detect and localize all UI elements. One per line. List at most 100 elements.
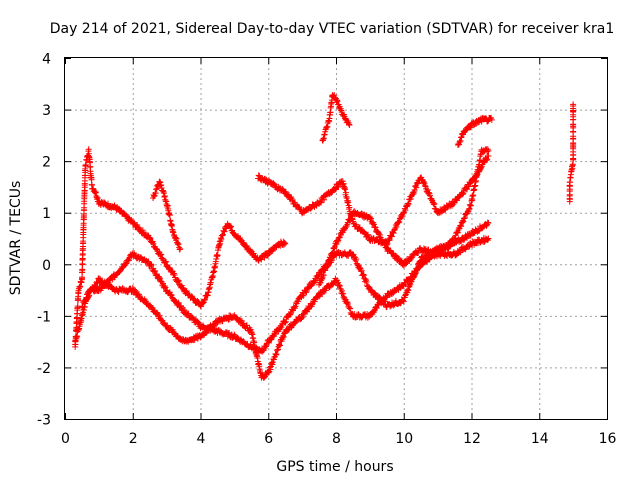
- data-point: [457, 137, 464, 144]
- x-tick-label: 2: [129, 431, 138, 447]
- data-point: [393, 253, 400, 260]
- y-tick-label: 2: [42, 155, 51, 171]
- chart-title: Day 214 of 2021, Sidereal Day-to-day VTE…: [50, 21, 615, 37]
- data-point: [407, 281, 414, 288]
- data-point: [321, 196, 328, 203]
- data-point: [334, 98, 341, 105]
- data-point: [414, 180, 421, 187]
- data-point: [454, 229, 461, 236]
- data-point: [465, 208, 472, 215]
- data-point: [424, 187, 431, 194]
- data-point: [156, 312, 163, 319]
- data-point: [146, 234, 153, 241]
- data-point: [273, 351, 280, 358]
- data-point: [132, 287, 139, 294]
- data-point: [335, 234, 342, 241]
- data-point: [287, 311, 294, 318]
- data-point: [342, 224, 349, 231]
- data-point: [292, 303, 299, 310]
- data-point: [362, 276, 369, 283]
- data-point: [342, 186, 349, 193]
- data-point: [170, 229, 177, 236]
- x-tick-label: 10: [395, 431, 413, 447]
- data-point: [371, 307, 378, 314]
- data-point: [317, 279, 324, 286]
- data-point: [171, 330, 178, 337]
- data-point: [265, 369, 272, 376]
- data-point: [98, 285, 105, 292]
- data-point: [131, 286, 138, 293]
- y-axis-label: SDTVAR / TECUs: [8, 181, 24, 296]
- data-point: [227, 224, 234, 231]
- data-point: [382, 241, 389, 248]
- data-point: [447, 201, 454, 208]
- data-point: [219, 232, 226, 239]
- data-point: [422, 182, 429, 189]
- x-tick-labels: 0 2 4 6 8 10 12 14 16: [61, 431, 616, 447]
- data-point: [262, 175, 269, 182]
- data-point: [358, 267, 365, 274]
- data-point: [451, 236, 458, 243]
- data-point: [368, 215, 375, 222]
- y-tick-label: -3: [37, 413, 51, 429]
- data-point: [156, 274, 163, 281]
- data-point: [282, 319, 289, 326]
- series-track-i: [566, 101, 577, 205]
- data-point: [412, 269, 419, 276]
- data-point: [396, 218, 403, 225]
- series-track-g: [319, 92, 353, 144]
- data-point: [460, 237, 467, 244]
- data-point: [152, 267, 159, 274]
- data-point: [466, 201, 473, 208]
- data-point: [402, 207, 409, 214]
- data-point: [174, 240, 181, 247]
- data-point: [470, 230, 477, 237]
- data-point: [218, 236, 225, 243]
- data-point: [181, 306, 188, 313]
- data-point: [282, 240, 289, 247]
- data-point: [166, 212, 173, 219]
- data-point: [461, 214, 468, 221]
- data-point: [95, 275, 102, 282]
- data-point: [335, 237, 342, 244]
- data-point: [465, 206, 472, 213]
- data-point: [174, 276, 181, 283]
- plot-frame: [64, 57, 608, 420]
- data-point: [263, 252, 270, 259]
- data-point: [231, 331, 238, 338]
- data-point: [317, 199, 324, 206]
- data-point: [176, 246, 183, 253]
- data-point: [459, 191, 466, 198]
- data-point: [277, 342, 284, 349]
- series-track-h: [454, 114, 495, 148]
- data-point: [152, 190, 159, 197]
- data-point: [83, 161, 90, 168]
- data-point: [389, 290, 396, 297]
- data-point: [405, 200, 412, 207]
- data-point: [339, 287, 346, 294]
- data-point: [426, 192, 433, 199]
- data-point: [190, 316, 197, 323]
- data-point: [425, 189, 432, 196]
- data-point: [318, 275, 325, 282]
- data-point: [485, 147, 492, 154]
- data-point: [364, 231, 371, 238]
- data-point: [221, 228, 228, 235]
- data-point: [151, 193, 158, 200]
- data-point: [392, 225, 399, 232]
- data-point: [345, 301, 352, 308]
- data-point: [310, 278, 317, 285]
- data-point: [334, 97, 341, 104]
- data-point: [452, 235, 459, 242]
- data-point: [413, 184, 420, 191]
- data-point: [418, 261, 425, 268]
- data-point: [125, 257, 132, 264]
- data-point: [336, 282, 343, 289]
- data-point: [281, 239, 288, 246]
- data-point: [353, 256, 360, 263]
- data-point: [416, 264, 423, 271]
- data-point: [307, 205, 314, 212]
- data-point: [199, 300, 206, 307]
- data-point: [399, 213, 406, 220]
